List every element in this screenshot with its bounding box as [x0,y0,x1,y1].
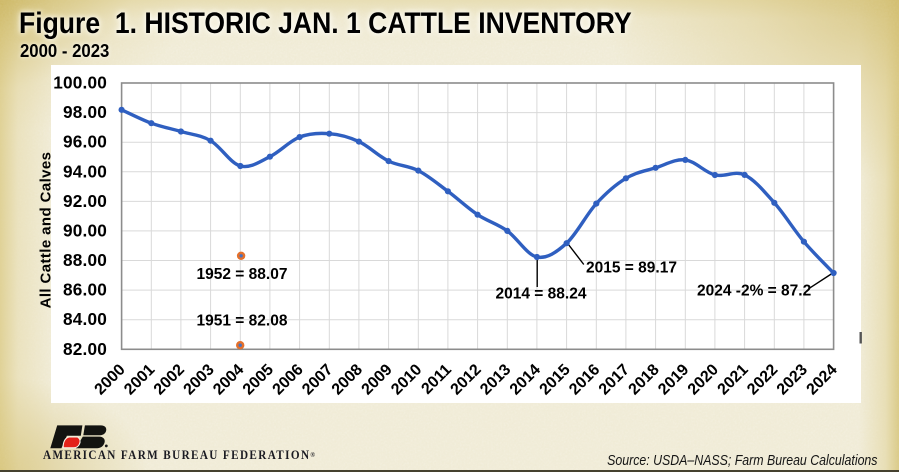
svg-text:82.00: 82.00 [63,339,107,359]
svg-text:2015: 2015 [537,361,574,398]
svg-text:2006: 2006 [270,361,307,398]
svg-text:2014: 2014 [507,361,544,398]
svg-text:2004: 2004 [210,361,247,398]
svg-text:2021: 2021 [715,361,752,398]
svg-text:2020: 2020 [685,361,722,398]
svg-text:98.00: 98.00 [63,102,107,122]
svg-text:2007: 2007 [299,361,336,398]
svg-text:All Cattle and Calves: All Cattle and Calves [38,152,55,309]
svg-text:2017: 2017 [596,361,633,398]
svg-text:100.00: 100.00 [53,73,107,93]
svg-text:96.00: 96.00 [63,132,107,152]
svg-text:88.00: 88.00 [63,250,107,270]
svg-text:1952 = 88.07: 1952 = 88.07 [197,266,288,283]
svg-text:2018: 2018 [626,361,663,398]
svg-text:2013: 2013 [477,361,514,398]
svg-text:2003: 2003 [181,361,218,398]
svg-text:86.00: 86.00 [63,280,107,300]
svg-text:2012: 2012 [448,361,485,398]
svg-text:2014 = 88.24: 2014 = 88.24 [496,286,587,303]
svg-text:2024: 2024 [804,361,841,398]
svg-text:2019: 2019 [655,361,692,398]
svg-text:2024 -2% = 87.2: 2024 -2% = 87.2 [697,283,811,300]
svg-text:1951 = 82.08: 1951 = 82.08 [197,313,288,330]
svg-text:2000: 2000 [92,361,129,398]
svg-text:92.00: 92.00 [63,191,107,211]
svg-text:2023: 2023 [774,361,811,398]
svg-text:2011: 2011 [418,361,455,398]
svg-text:2016: 2016 [566,361,603,398]
svg-text:2008: 2008 [329,361,366,398]
svg-text:2001: 2001 [121,361,158,398]
svg-text:84.00: 84.00 [63,309,107,329]
svg-text:2009: 2009 [359,361,396,398]
svg-text:2005: 2005 [240,361,277,398]
svg-text:2015 = 89.17: 2015 = 89.17 [586,260,677,277]
svg-text:94.00: 94.00 [63,161,107,181]
svg-text:2002: 2002 [151,361,188,398]
svg-text:2022: 2022 [744,361,781,398]
svg-text:2010: 2010 [388,361,425,398]
svg-text:90.00: 90.00 [63,220,107,240]
